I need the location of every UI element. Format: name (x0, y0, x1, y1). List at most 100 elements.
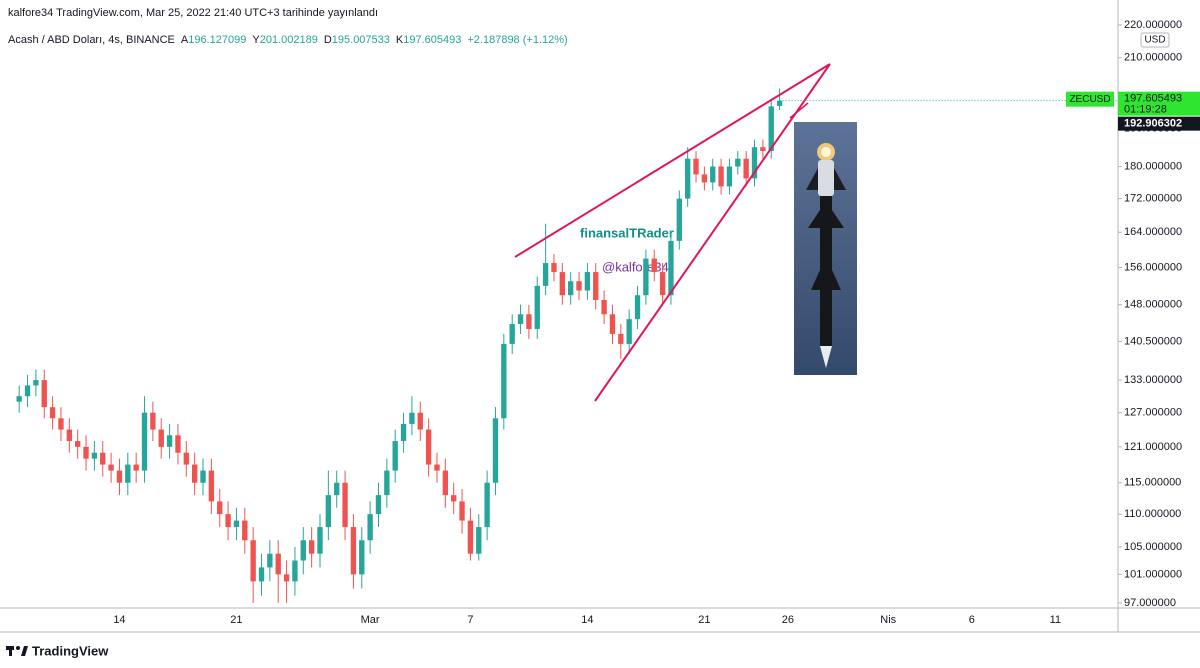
trend-line (514, 63, 831, 258)
rocket-image (794, 122, 857, 375)
legend: Acash / ABD Doları, 4s, BINANCE A196.1270… (8, 34, 568, 46)
candle-body (325, 495, 332, 528)
candle-body (49, 407, 56, 419)
y-tick-label: 172.000000 (1124, 193, 1182, 205)
x-tick-label: 11 (1050, 614, 1061, 626)
candle-body (425, 429, 432, 465)
trend-line (789, 102, 809, 119)
candle-body (100, 452, 106, 465)
candle-body (166, 435, 173, 447)
x-tick-label: Mar (361, 614, 380, 626)
candle-body (451, 495, 457, 502)
candle-body (208, 470, 215, 502)
symbol-label: ZECUSD (1069, 94, 1110, 105)
candle-body (217, 501, 223, 515)
candle-body (250, 540, 256, 582)
candle-body (659, 272, 666, 296)
candle-body (233, 520, 240, 528)
countdown: 01:19:28 (1124, 104, 1167, 116)
candle-body (609, 314, 616, 334)
candle-body (83, 446, 89, 459)
candle-body (467, 520, 474, 554)
footer-logo (6, 646, 28, 656)
y-tick-label: 133.000000 (1124, 374, 1182, 386)
candle-body (559, 272, 565, 296)
candle-body (158, 429, 164, 447)
candle-body (41, 380, 47, 408)
y-tick-label: 220.000000 (1124, 19, 1182, 31)
legend-label: A (181, 34, 189, 46)
candle-body (576, 281, 582, 291)
candle-body (283, 574, 290, 582)
price-line-label: 192.906302 (1124, 118, 1182, 130)
candle-body (24, 385, 31, 397)
y-tick-label: 156.000000 (1124, 261, 1182, 273)
candle-body (476, 527, 482, 554)
legend-change: +2.187898 (+1.12%) (467, 34, 567, 46)
currency: USD (1144, 35, 1165, 46)
candle-body (509, 324, 515, 344)
candle-body (342, 482, 348, 528)
candle-body (442, 470, 449, 496)
x-tick-label: 7 (467, 614, 473, 626)
legend-value: 201.002189 (260, 34, 318, 46)
candle-body (760, 147, 766, 152)
candle-body (743, 158, 749, 179)
last-price: 197.605493 (1124, 93, 1182, 105)
y-tick-label: 140.500000 (1124, 335, 1182, 347)
legend-symbol: Acash / ABD Doları, 4s, BINANCE (8, 34, 175, 46)
y-tick-label: 164.000000 (1124, 226, 1182, 238)
candle-body (267, 553, 273, 568)
candle-body (542, 263, 549, 286)
candle-body (710, 166, 716, 183)
candle-body (275, 553, 281, 575)
candle-body (534, 285, 540, 329)
candle-body (501, 343, 507, 419)
y-tick-label: 121.000000 (1124, 441, 1182, 453)
candle-body (517, 314, 524, 325)
watermark: finansalTRader (580, 225, 674, 240)
y-tick-label: 115.000000 (1124, 477, 1181, 489)
candle-body (292, 560, 298, 582)
x-tick-label: Nis (880, 614, 896, 626)
candle-body (183, 452, 189, 465)
candle-body (492, 418, 499, 483)
candle-body (676, 198, 682, 241)
candle-body (701, 174, 708, 183)
candle-body (200, 470, 206, 483)
x-tick-label: 14 (581, 614, 593, 626)
y-tick-label: 180.000000 (1124, 160, 1182, 172)
candle-body (16, 396, 22, 402)
candle-body (459, 501, 465, 521)
candle-body (350, 527, 357, 575)
candle-body (308, 540, 315, 554)
candle-body (300, 540, 306, 561)
candle-body (693, 158, 699, 175)
candle-body (668, 240, 674, 296)
candle-body (643, 258, 649, 296)
candle-body (726, 166, 733, 187)
candle-body (526, 314, 532, 329)
candle-body (718, 166, 724, 187)
symbol-box (1066, 91, 1114, 107)
candle-body (125, 464, 131, 483)
x-tick-label: 21 (230, 614, 242, 626)
candle-body (116, 470, 123, 483)
y-tick-label: 97.000000 (1124, 597, 1176, 609)
candle-body (434, 464, 440, 471)
candle-body (768, 106, 774, 152)
currency-box (1140, 32, 1170, 48)
candle-body (551, 263, 557, 273)
candle-body (133, 464, 139, 471)
candle-body (317, 527, 323, 554)
candle-body (141, 412, 148, 471)
y-tick-label: 210.000000 (1124, 52, 1182, 64)
candle-body (66, 429, 72, 442)
x-tick-label: 14 (113, 614, 125, 626)
legend-label: D (324, 34, 332, 46)
candle-body (91, 452, 98, 459)
x-tick-label: 26 (782, 614, 794, 626)
y-tick-label: 101.000000 (1124, 568, 1182, 580)
legend-value: 195.007533 (332, 34, 390, 46)
candle-body (191, 464, 198, 483)
